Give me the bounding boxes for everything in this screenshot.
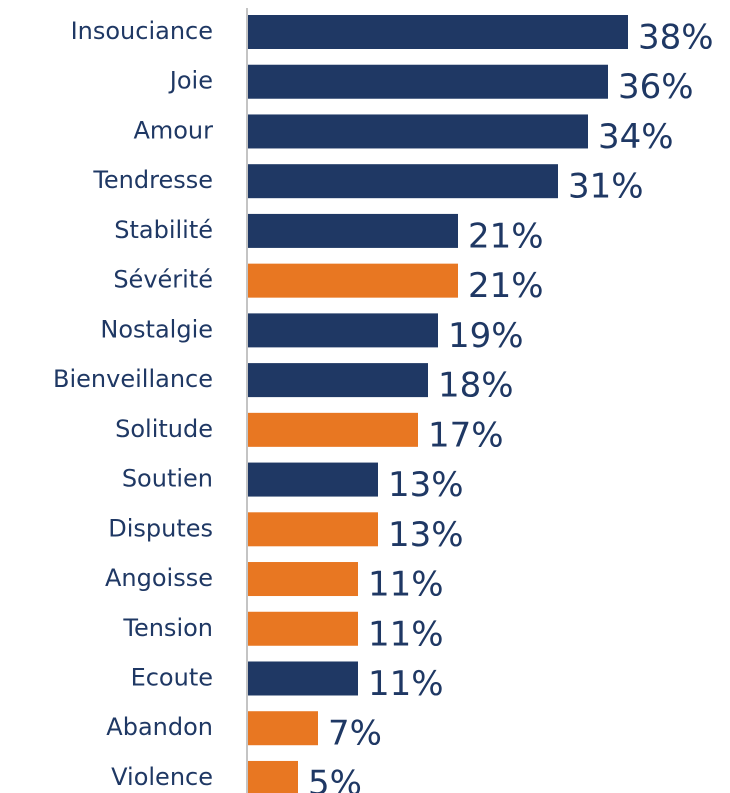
value-label: 19% — [448, 316, 524, 356]
value-label: 5% — [308, 763, 362, 793]
category-label: Joie — [168, 67, 213, 95]
value-label: 11% — [368, 614, 444, 654]
bar — [248, 164, 558, 199]
category-label: Solitude — [115, 415, 213, 443]
bar — [248, 512, 378, 547]
value-label: 18% — [438, 366, 514, 406]
bar — [248, 313, 438, 348]
category-label: Tension — [122, 614, 213, 642]
value-label: 38% — [638, 18, 714, 58]
bar — [248, 114, 588, 149]
category-label: Bienveillance — [53, 365, 213, 393]
category-label: Soutien — [122, 465, 213, 493]
value-label: 36% — [618, 67, 694, 107]
bar — [248, 15, 628, 49]
category-label: Angoisse — [105, 564, 213, 592]
category-label: Disputes — [108, 514, 213, 542]
category-label: Abandon — [106, 713, 213, 741]
value-label: 11% — [368, 664, 444, 704]
bar — [248, 760, 298, 793]
category-label: Violence — [111, 763, 213, 791]
value-label: 7% — [328, 714, 382, 754]
category-label: Sévérité — [113, 266, 213, 294]
bar — [248, 412, 418, 447]
category-label: Nostalgie — [100, 315, 213, 343]
value-label: 21% — [468, 266, 544, 306]
bar — [248, 562, 358, 597]
bar — [248, 661, 358, 696]
category-label: Stabilité — [114, 216, 213, 244]
bar — [248, 213, 458, 248]
value-label: 34% — [598, 117, 674, 157]
category-label: Insouciance — [71, 17, 213, 45]
value-label: 13% — [388, 465, 464, 505]
category-label: Tendresse — [92, 166, 213, 194]
bar — [248, 263, 458, 298]
bar — [248, 363, 428, 398]
bar — [248, 64, 608, 99]
bar — [248, 711, 318, 746]
value-label: 11% — [368, 565, 444, 605]
value-label: 31% — [568, 167, 644, 207]
value-label: 17% — [428, 415, 504, 455]
value-label: 13% — [388, 515, 464, 555]
value-label: 21% — [468, 216, 544, 256]
category-label: Amour — [133, 116, 213, 144]
category-label: Ecoute — [131, 663, 213, 691]
bar — [248, 611, 358, 646]
bar — [248, 462, 378, 497]
